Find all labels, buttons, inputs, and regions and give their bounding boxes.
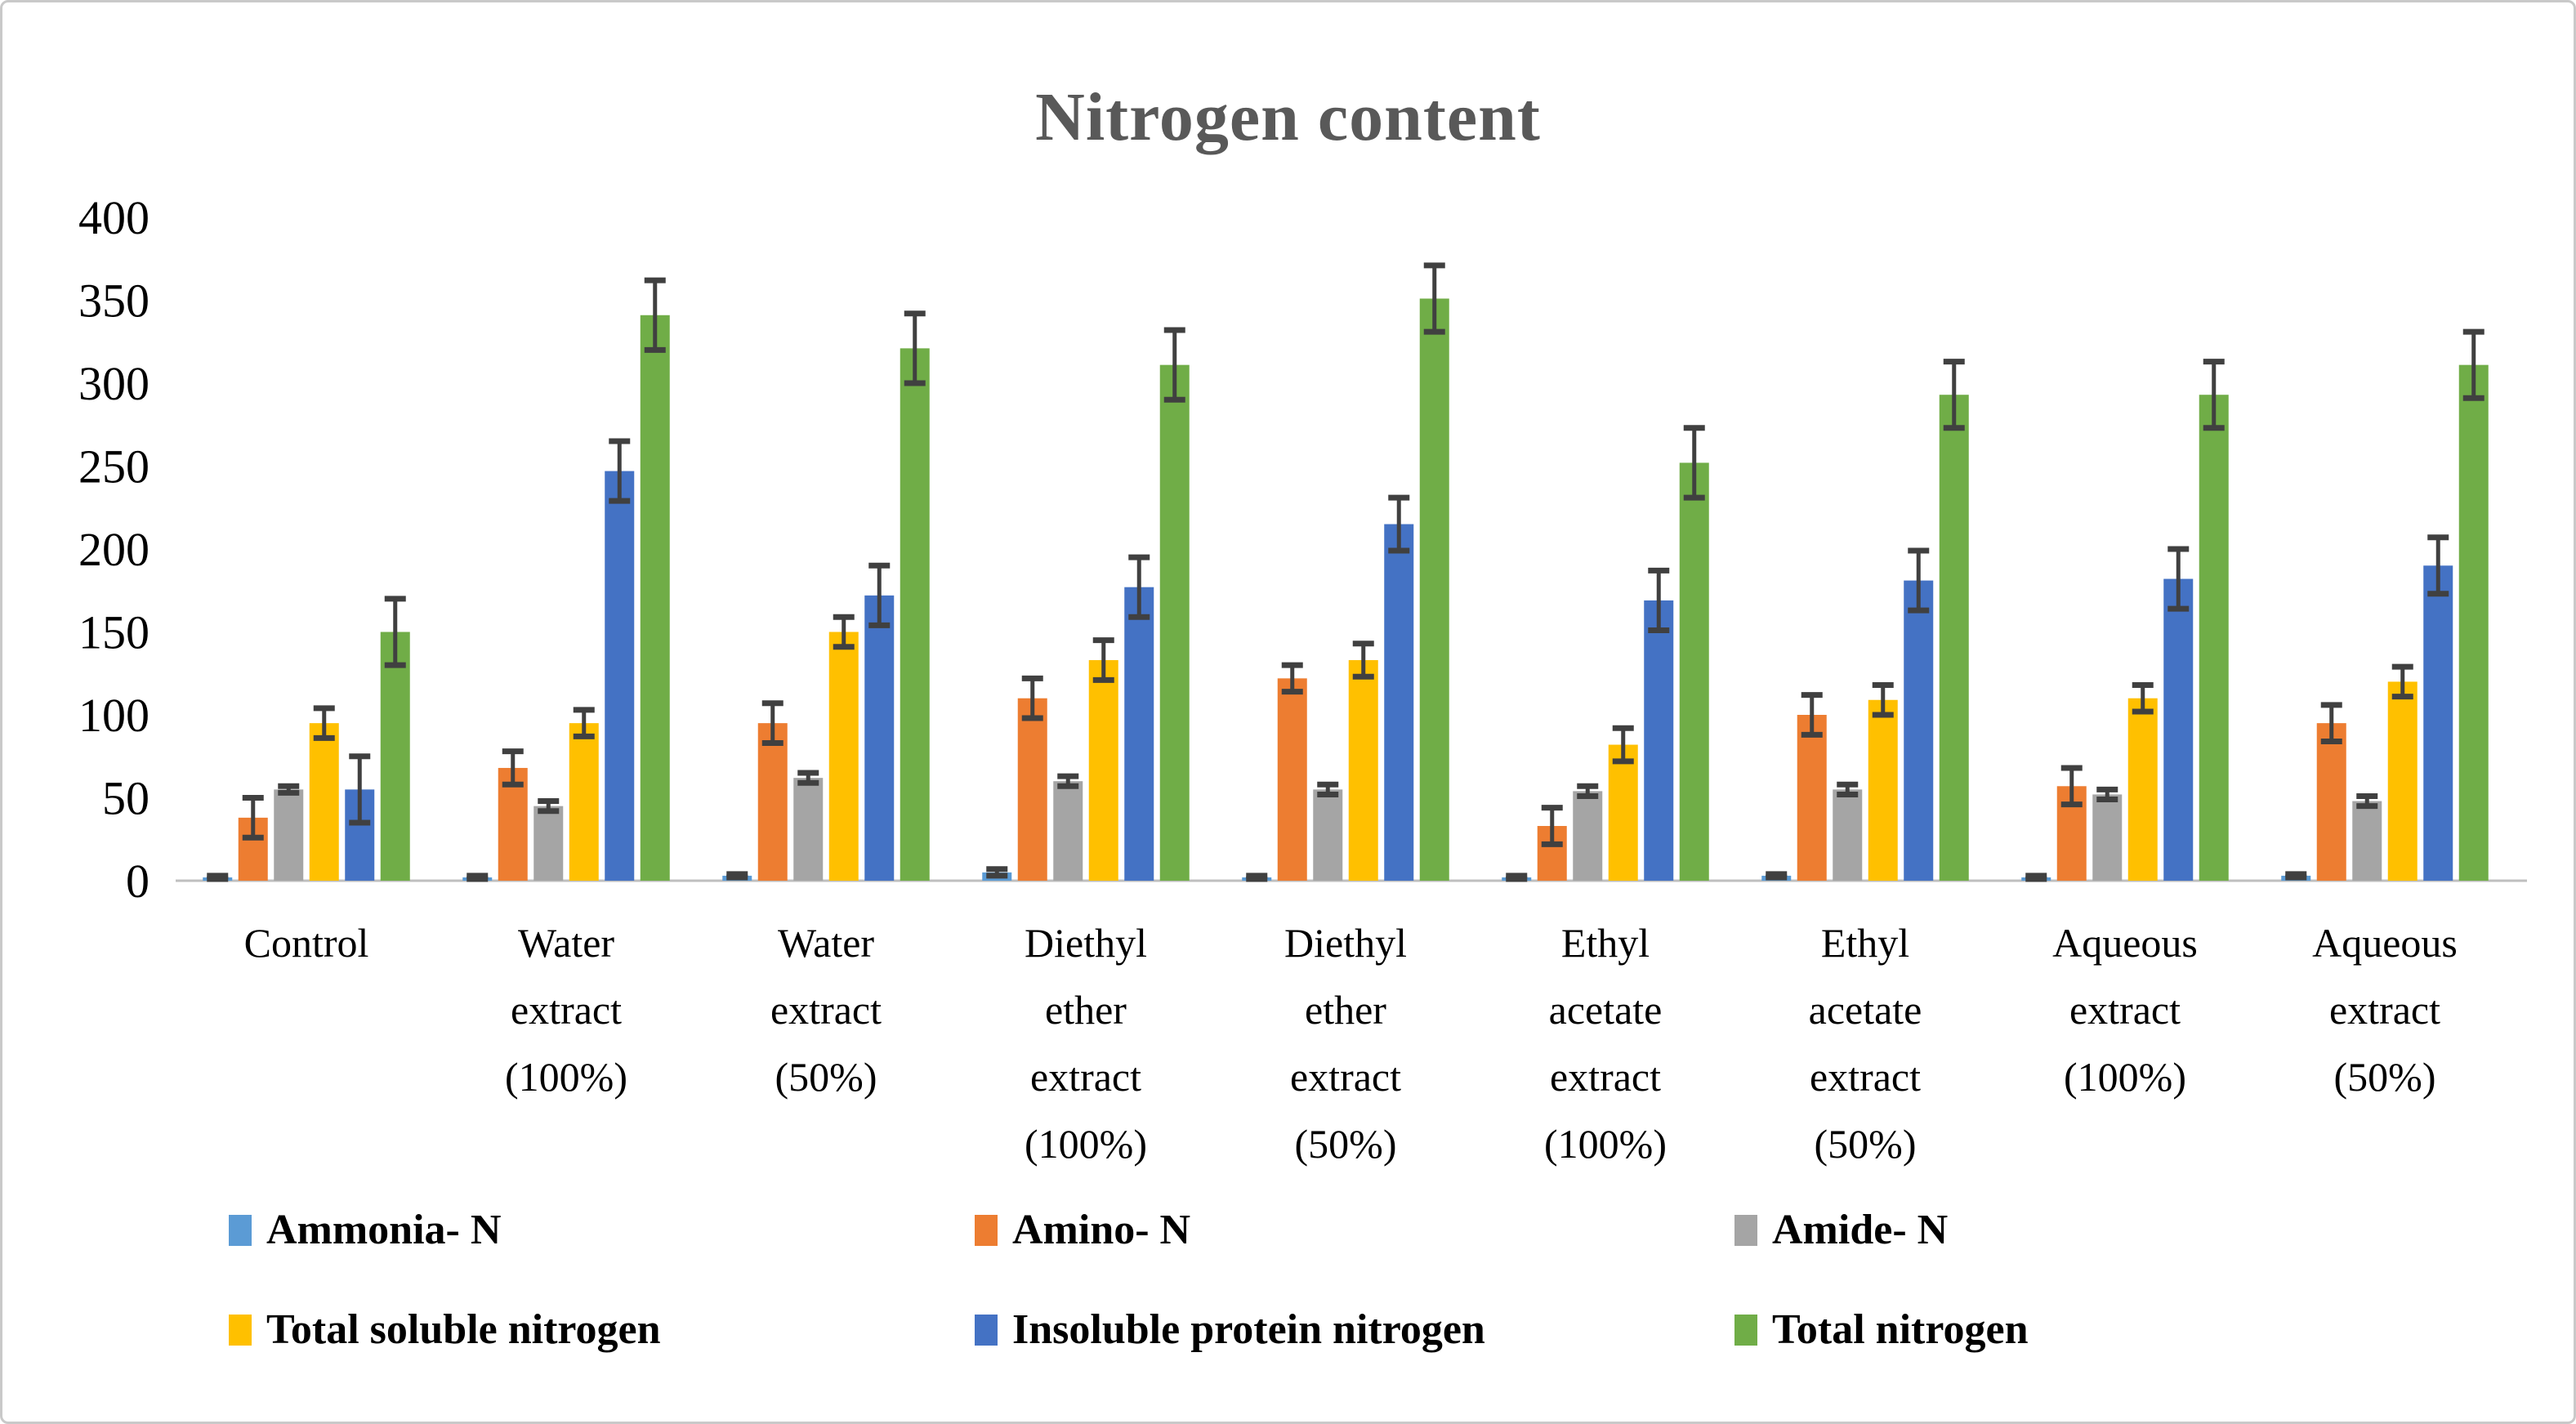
x-axis-label: (100%) (1544, 1121, 1667, 1167)
x-axis-label: extract (770, 987, 882, 1033)
x-axis-label: Diethyl (1284, 920, 1407, 966)
bar-insoluble-protein-nitrogen (1124, 587, 1154, 881)
legend-label-ammonia-n: Ammonia- N (266, 1207, 502, 1253)
bar-amide-n (274, 789, 304, 881)
x-axis-label: Aqueous (2312, 920, 2458, 966)
legend-swatch-total-nitrogen (1734, 1315, 1757, 1346)
x-axis-label: Water (518, 920, 614, 966)
x-axis-label: extract (1030, 1054, 1141, 1100)
bar-total-nitrogen (640, 315, 670, 881)
legend-swatch-insoluble-protein-nitrogen (975, 1315, 998, 1346)
x-axis-label: ether (1305, 987, 1386, 1033)
x-axis-label: (50%) (1295, 1121, 1397, 1167)
bar-total-soluble-nitrogen (2127, 698, 2158, 881)
bar-total-nitrogen (2458, 364, 2489, 881)
legend-swatch-total-soluble-nitrogen (229, 1315, 252, 1346)
x-axis-label: Aqueous (2052, 920, 2198, 966)
x-axis-label: extract (1290, 1054, 1401, 1100)
x-axis-label: extract (2329, 987, 2440, 1033)
legend-item-amide-n: Amide- N (1734, 1207, 1949, 1253)
x-axis-label: Ethyl (1561, 920, 1650, 966)
bar-amino-n (1797, 715, 1827, 881)
bar-insoluble-protein-nitrogen (2163, 578, 2194, 881)
x-axis-label: Water (778, 920, 874, 966)
y-axis-tick-label: 400 (78, 191, 150, 244)
y-axis-tick-label: 300 (78, 357, 150, 410)
bar-total-nitrogen (1419, 298, 1449, 882)
bar-total-nitrogen (1159, 364, 1190, 881)
bar-total-soluble-nitrogen (2387, 681, 2418, 881)
y-axis-tick-label: 50 (102, 772, 150, 825)
bar-amide-n (1573, 791, 1603, 881)
bar-amide-n (1053, 781, 1083, 881)
bar-insoluble-protein-nitrogen (1904, 580, 1934, 881)
bar-total-soluble-nitrogen (1868, 699, 1898, 881)
x-axis-label: (100%) (2064, 1054, 2186, 1100)
x-axis-label: (100%) (505, 1054, 627, 1100)
bar-total-soluble-nitrogen (309, 723, 339, 881)
bar-amide-n (1833, 789, 1863, 881)
bar-total-nitrogen (1939, 395, 1969, 882)
x-axis-label: (50%) (1815, 1121, 1917, 1167)
bar-total-soluble-nitrogen (1088, 660, 1118, 881)
bar-insoluble-protein-nitrogen (1384, 524, 1414, 881)
y-axis-tick-label: 200 (78, 523, 150, 576)
legend-swatch-amino-n (975, 1215, 998, 1246)
bar-total-nitrogen (1679, 462, 1709, 881)
x-axis-label: Control (244, 920, 369, 966)
bar-amide-n (2352, 801, 2382, 881)
bar-amino-n (1017, 698, 1047, 881)
bar-amide-n (534, 806, 564, 881)
legend-label-amino-n: Amino- N (1012, 1207, 1191, 1253)
x-axis-label: acetate (1809, 987, 1922, 1033)
x-axis-label: Diethyl (1025, 920, 1147, 966)
y-axis-tick-label: 350 (78, 275, 150, 328)
x-axis-label: extract (511, 987, 622, 1033)
bar-total-soluble-nitrogen (828, 632, 859, 881)
bar-amino-n (1277, 678, 1307, 881)
legend-swatch-amide-n (1734, 1215, 1757, 1246)
x-axis-label: extract (1550, 1054, 1661, 1100)
legend-item-total-nitrogen: Total nitrogen (1734, 1306, 2029, 1353)
bar-total-soluble-nitrogen (1608, 744, 1638, 881)
legend-label-insoluble-protein-nitrogen: Insoluble protein nitrogen (1012, 1306, 1485, 1353)
bar-amide-n (2092, 794, 2123, 881)
bar-total-soluble-nitrogen (569, 723, 599, 881)
legend-item-total-soluble-nitrogen: Total soluble nitrogen (229, 1306, 661, 1353)
y-axis-tick-label: 150 (78, 606, 150, 659)
x-axis-label: extract (1810, 1054, 1921, 1100)
x-axis-label: (50%) (2334, 1054, 2436, 1100)
legend-item-insoluble-protein-nitrogen: Insoluble protein nitrogen (975, 1306, 1485, 1353)
bar-insoluble-protein-nitrogen (864, 595, 895, 881)
bar-insoluble-protein-nitrogen (2423, 565, 2453, 881)
x-axis-label: Ethyl (1821, 920, 1909, 966)
legend-swatch-ammonia-n (229, 1215, 252, 1246)
x-axis-label: (50%) (775, 1054, 877, 1100)
y-axis-tick-label: 250 (78, 440, 150, 493)
bar-amino-n (757, 723, 788, 881)
bar-insoluble-protein-nitrogen (605, 471, 635, 881)
chart-title: Nitrogen content (1035, 79, 1541, 155)
x-axis-label: acetate (1549, 987, 1663, 1033)
x-axis-label: (100%) (1025, 1121, 1147, 1167)
legend-label-amide-n: Amide- N (1772, 1207, 1949, 1253)
bar-insoluble-protein-nitrogen (1644, 600, 1674, 881)
bar-total-nitrogen (900, 348, 930, 881)
bar-total-nitrogen (380, 632, 410, 881)
legend-label-total-nitrogen: Total nitrogen (1772, 1306, 2029, 1353)
bar-amide-n (793, 778, 824, 881)
bar-amide-n (1313, 789, 1343, 881)
legend-item-ammonia-n: Ammonia- N (229, 1207, 502, 1253)
bar-amino-n (2316, 723, 2346, 881)
x-axis-label: extract (2069, 987, 2181, 1033)
y-axis-tick-label: 100 (78, 689, 150, 742)
y-axis-tick-label: 0 (126, 855, 150, 908)
legend-label-total-soluble-nitrogen: Total soluble nitrogen (266, 1306, 661, 1353)
x-axis-label: ether (1045, 987, 1127, 1033)
bar-total-nitrogen (2199, 395, 2229, 882)
legend-item-amino-n: Amino- N (975, 1207, 1191, 1253)
bar-total-soluble-nitrogen (1348, 660, 1378, 881)
